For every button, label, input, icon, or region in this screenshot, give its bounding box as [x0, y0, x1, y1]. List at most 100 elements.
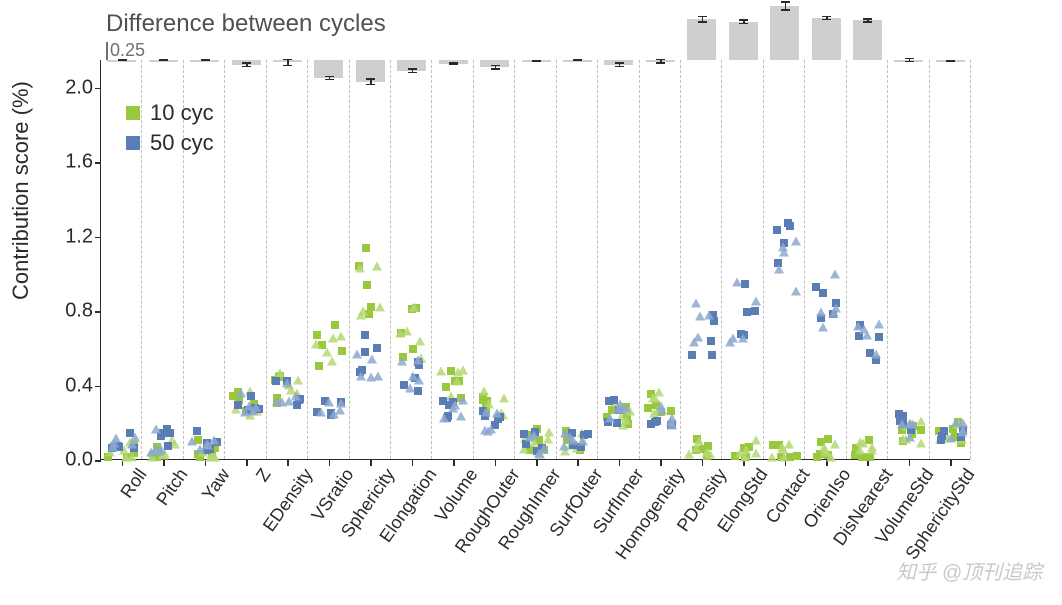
data-point — [329, 410, 339, 419]
data-point — [247, 392, 255, 400]
data-point — [816, 308, 826, 317]
data-point — [543, 434, 553, 443]
data-point — [499, 393, 509, 402]
data-point — [322, 348, 332, 357]
data-point — [240, 408, 250, 417]
data-point — [735, 449, 745, 458]
data-point — [651, 418, 659, 426]
data-point — [820, 445, 830, 454]
xtick-mark — [246, 460, 248, 466]
x-category-label: Roll — [108, 459, 151, 502]
x-category-label: Z — [244, 459, 276, 486]
data-point — [871, 350, 881, 359]
error-bar — [619, 62, 621, 67]
error-bar — [495, 65, 497, 70]
data-point — [313, 331, 321, 339]
data-point — [324, 397, 334, 406]
data-point — [111, 434, 121, 443]
data-point — [793, 452, 801, 460]
data-point — [311, 339, 321, 348]
data-point — [704, 310, 714, 319]
legend: 10 cyc 50 cyc — [126, 100, 214, 160]
data-point — [108, 443, 118, 452]
y-axis-label: Contribution score (%) — [8, 81, 34, 300]
diff-bar — [687, 19, 716, 60]
data-point — [358, 307, 368, 316]
data-point — [688, 351, 696, 359]
data-point — [859, 324, 869, 333]
error-bar — [205, 59, 207, 61]
data-point — [492, 409, 502, 418]
data-point — [402, 326, 412, 335]
data-point — [367, 354, 377, 363]
data-point — [272, 377, 280, 385]
data-point — [743, 308, 751, 316]
data-point — [414, 376, 424, 385]
data-point — [187, 436, 197, 445]
error-bar — [785, 1, 787, 11]
data-point — [605, 397, 613, 405]
data-point — [439, 414, 449, 423]
error-bar — [950, 60, 952, 62]
data-point — [767, 453, 777, 462]
data-point — [957, 427, 967, 436]
data-point — [525, 432, 535, 441]
data-point — [905, 432, 915, 441]
data-point — [617, 405, 627, 414]
xtick-mark — [370, 460, 372, 466]
data-point — [725, 338, 735, 347]
data-point — [202, 440, 212, 449]
data-point — [481, 408, 491, 417]
error-bar — [453, 62, 455, 64]
category-column — [888, 60, 929, 459]
data-point — [708, 351, 716, 359]
error-bar — [536, 60, 538, 62]
category-column — [681, 60, 722, 459]
xtick-mark — [453, 460, 455, 466]
error-bar — [122, 59, 124, 61]
data-point — [779, 248, 789, 257]
data-point — [452, 376, 462, 385]
data-point — [916, 439, 926, 448]
data-point — [784, 219, 792, 227]
xtick-mark — [577, 460, 579, 466]
error-bar — [370, 78, 372, 85]
data-point — [694, 436, 704, 445]
xtick-mark — [536, 460, 538, 466]
data-point — [751, 448, 761, 457]
data-point — [439, 397, 447, 405]
data-point — [193, 427, 201, 435]
data-point — [684, 449, 694, 458]
data-point — [777, 442, 787, 451]
data-point — [830, 269, 840, 278]
data-point — [151, 425, 161, 434]
data-point — [372, 261, 382, 270]
xtick-mark — [950, 460, 952, 466]
legend-item-10cyc: 10 cyc — [126, 100, 214, 126]
category-column — [515, 60, 556, 459]
error-bar — [660, 59, 662, 64]
legend-label-50cyc: 50 cyc — [150, 130, 214, 156]
data-point — [867, 446, 877, 455]
legend-swatch-50cyc — [126, 136, 140, 150]
error-bar — [743, 19, 745, 24]
category-column — [847, 60, 888, 459]
watermark: 知乎 @顶刊追踪 — [896, 556, 1042, 585]
error-bar — [412, 68, 414, 73]
plot-area: 0.00.40.81.21.62.0RollPitchYawZEDensityV… — [100, 60, 970, 460]
data-point — [830, 440, 840, 449]
data-point — [874, 319, 884, 328]
category-column — [764, 60, 805, 459]
diff-bar — [812, 18, 841, 60]
data-point — [413, 356, 423, 365]
data-point — [707, 337, 715, 345]
data-point — [605, 414, 615, 423]
data-point — [275, 369, 285, 378]
legend-swatch-10cyc — [126, 106, 140, 120]
data-point — [355, 264, 365, 273]
error-bar — [163, 59, 165, 61]
error-bar — [577, 59, 579, 61]
data-point — [166, 429, 174, 437]
data-point — [812, 283, 820, 291]
data-point — [291, 391, 301, 400]
